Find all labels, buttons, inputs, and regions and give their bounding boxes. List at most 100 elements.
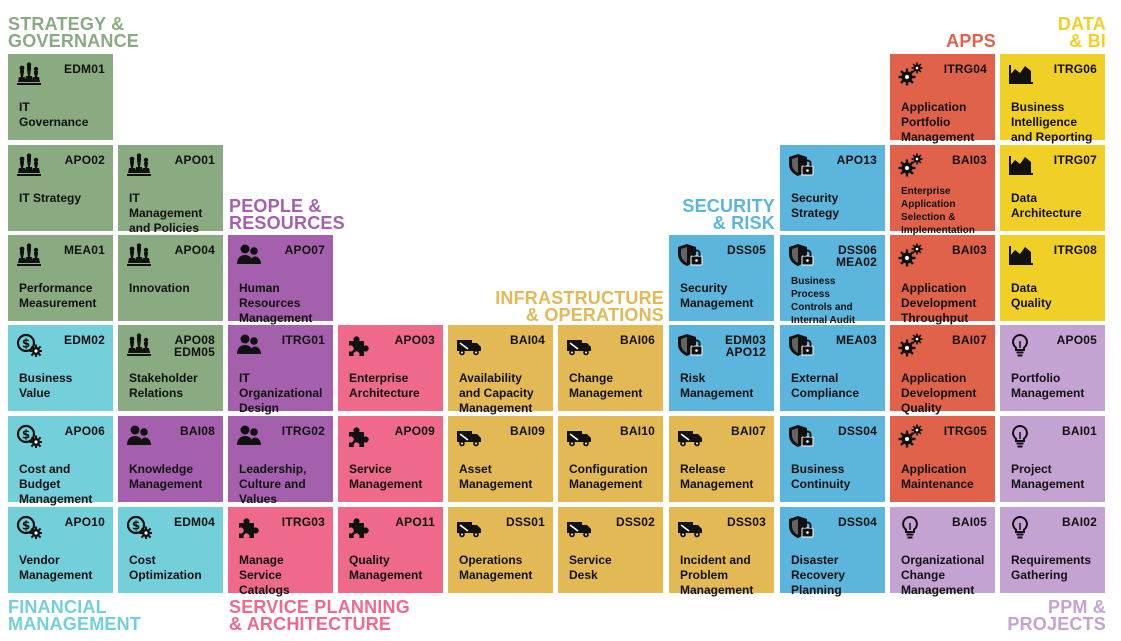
tile-title-line: Data [1011, 191, 1038, 205]
tile-title: Application Portfolio Management [901, 100, 989, 145]
tile-code: ITRG07 [1054, 154, 1097, 166]
capability-tile[interactable]: EDM03 APO12 Risk Management [669, 325, 774, 411]
tile-title-line: Continuity [791, 477, 851, 491]
capability-tile[interactable]: ITRG06 Business Intelligence and Reporting [1000, 54, 1105, 144]
category-heading-line: APPS [946, 31, 996, 51]
tile-code-line: BAI03 [951, 243, 987, 257]
tile-code: APO03 [395, 334, 435, 346]
tile-title-line: Design [239, 401, 280, 415]
capability-tile[interactable]: APO04 Innovation [118, 235, 223, 321]
tile-title-line: Performance [19, 281, 93, 295]
tile-code-line: MEA01 [63, 243, 105, 257]
capability-tile[interactable]: ITRG08 Data Quality [1000, 235, 1105, 321]
tile-title-line: Knowledge [129, 462, 194, 476]
capability-tile[interactable]: BAI10 Configuration Management [558, 416, 663, 502]
tile-title-line: Business [791, 276, 836, 287]
tile-code-line: APO05 [1056, 333, 1097, 347]
capability-tile[interactable]: APO13 Security Strategy [780, 145, 885, 231]
tile-title: Requirements Gathering [1011, 553, 1099, 583]
capability-tile[interactable]: BAI07 Release Management [669, 416, 774, 502]
tile-code: BAI03 [952, 244, 987, 256]
chess-icon [16, 62, 42, 86]
tile-title-line: Measurement [19, 296, 97, 310]
capability-tile[interactable]: DSS01 Operations Management [448, 507, 553, 593]
capability-tile[interactable]: $ EDM04 Cost Optimization [118, 507, 223, 593]
capability-tile[interactable]: DSS04 Disaster Recovery Planning [780, 507, 885, 597]
people-icon [236, 243, 262, 267]
gears-icon [898, 333, 924, 357]
capability-tile[interactable]: DSS02 Service Desk [558, 507, 663, 593]
capability-tile[interactable]: BAI07 Application Development Quality [890, 325, 995, 415]
tile-title-line: Innovation [129, 281, 190, 295]
tile-code: BAI04 [510, 334, 545, 346]
tile-title-line: Management [19, 492, 93, 506]
tile-title-line: Management [680, 477, 754, 491]
capability-tile[interactable]: BAI08 Knowledge Management [118, 416, 223, 502]
capability-tile[interactable]: MEA03 External Compliance [780, 325, 885, 411]
tile-title-line: Stakeholder [129, 371, 198, 385]
capability-tile[interactable]: $ EDM02 Business Value [8, 325, 113, 411]
tile-code-line: EDM03 [724, 333, 766, 347]
capability-tile[interactable]: APO07 Human Resources Management [228, 235, 333, 325]
capability-tile[interactable]: ITRG01 IT Organizational Design [228, 325, 333, 415]
shield-lock-icon [788, 153, 814, 177]
capability-tile[interactable]: MEA01 Performance Measurement [8, 235, 113, 321]
capability-tile[interactable]: APO11 Quality Management [338, 507, 443, 593]
capability-tile[interactable]: ITRG02 Leadership, Culture and Values [228, 416, 333, 506]
capability-tile[interactable]: BAI05 Organizational Change Management [890, 507, 995, 597]
tile-code-line: BAI04 [509, 333, 545, 347]
svg-text:$: $ [22, 519, 30, 533]
tile-code-line: BAI08 [179, 424, 215, 438]
capability-tile[interactable]: $ APO10 Vendor Management [8, 507, 113, 593]
capability-tile[interactable]: APO08 EDM05 Stakeholder Relations [118, 325, 223, 411]
tile-title: Application Development Quality [901, 371, 989, 416]
tile-title: Business Intelligence and Reporting [1011, 100, 1099, 145]
tile-title-line: and Reporting [1011, 130, 1093, 144]
capability-tile[interactable]: $ APO06 Cost and Budget Management [8, 416, 113, 506]
tile-code-line: DSS04 [837, 515, 877, 529]
capability-tile[interactable]: BAI04 Availability and Capacity Management [448, 325, 553, 415]
capability-tile[interactable]: DSS03 Incident and Problem Management [669, 507, 774, 597]
capability-tile[interactable]: ITRG05 Application Maintenance [890, 416, 995, 502]
tile-code-line: ITRG07 [1053, 153, 1097, 167]
people-icon [236, 424, 262, 448]
capability-tile[interactable]: DSS04 Business Continuity [780, 416, 885, 502]
capability-tile[interactable]: BAI09 Asset Management [448, 416, 553, 502]
category-heading-line: SERVICE PLANNING [229, 597, 410, 617]
capability-tile[interactable]: ITRG03 Manage Service Catalogs [228, 507, 333, 597]
chess-icon [126, 333, 152, 357]
capability-tile[interactable]: BAI01 Project Management [1000, 416, 1105, 502]
tile-title: Enterprise Architecture [349, 371, 437, 401]
capability-tile[interactable]: BAI03 Enterprise Application Selection & Imp… [890, 145, 995, 236]
capability-tile[interactable]: APO01 IT Management and Policies [118, 145, 223, 235]
tile-code-line: DSS02 [615, 515, 655, 529]
tile-title: Service Desk [569, 553, 657, 583]
capability-tile[interactable]: APO02 IT Strategy [8, 145, 113, 231]
capability-tile[interactable]: BAI02 Requirements Gathering [1000, 507, 1105, 593]
capability-tile[interactable]: DSS06 MEA02 Business Process Controls and Int… [780, 235, 885, 326]
tile-code-line: EDM01 [63, 62, 105, 76]
tile-title: IT Strategy [19, 191, 107, 206]
capability-tile[interactable]: DSS05 Security Management [669, 235, 774, 321]
chess-icon [126, 243, 152, 267]
tile-code: DSS04 [838, 516, 877, 528]
capability-tile[interactable]: ITRG04 Application Portfolio Management [890, 54, 995, 144]
capability-tile[interactable]: APO05 Portfolio Management [1000, 325, 1105, 411]
tile-code: BAI03 [952, 154, 987, 166]
tile-code: EDM03 APO12 [725, 334, 766, 358]
category-heading: SERVICE PLANNING & ARCHITECTURE [229, 597, 410, 634]
tile-code-line: APO07 [284, 243, 325, 257]
capability-tile[interactable]: APO03 Enterprise Architecture [338, 325, 443, 411]
capability-tile[interactable]: ITRG07 Data Architecture [1000, 145, 1105, 231]
tile-title-line: Manage [239, 553, 284, 567]
capability-tile[interactable]: APO09 Service Management [338, 416, 443, 502]
tile-code-line: APO01 [174, 153, 215, 167]
category-heading-line: & BI [1069, 31, 1106, 51]
tile-code: ITRG05 [944, 425, 987, 437]
capability-tile[interactable]: BAI03 Application Development Throughput [890, 235, 995, 325]
tile-title-line: Business [19, 371, 73, 385]
capability-tile[interactable]: EDM01 IT Governance [8, 54, 113, 140]
category-heading-line: & ARCHITECTURE [229, 614, 392, 634]
capability-tile[interactable]: BAI06 Change Management [558, 325, 663, 411]
tile-code: DSS03 [727, 516, 766, 528]
